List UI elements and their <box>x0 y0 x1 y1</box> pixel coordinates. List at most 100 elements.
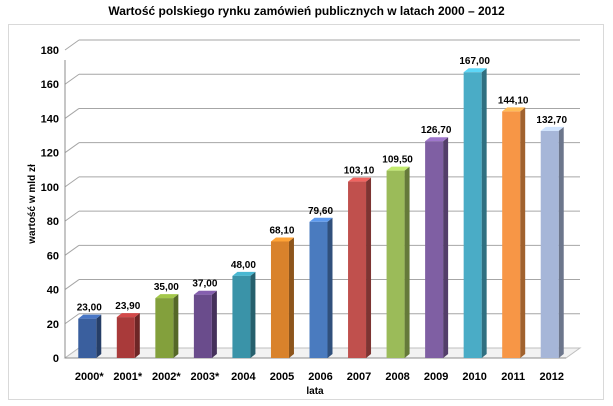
bar <box>348 177 372 358</box>
bar-top <box>502 107 526 112</box>
bar-front <box>386 170 405 358</box>
gridline-depth <box>64 39 80 51</box>
bar-top <box>193 290 217 295</box>
bar-front <box>155 298 174 358</box>
bar <box>502 107 526 358</box>
data-label: 103,10 <box>344 166 375 177</box>
bar-front <box>463 72 482 358</box>
bar-side <box>366 177 372 358</box>
x-tick-label: 2002* <box>152 371 181 383</box>
data-label: 167,00 <box>459 56 490 67</box>
bar <box>309 217 333 358</box>
data-label: 144,10 <box>498 95 529 106</box>
gridline-depth <box>64 279 80 290</box>
gridline-depth <box>64 244 80 256</box>
bar-side <box>327 217 333 358</box>
y-tick-label: 40 <box>47 285 59 297</box>
data-label: 37,00 <box>192 279 217 290</box>
chart-title: Wartość polskiego rynku zamówień publicz… <box>108 4 505 18</box>
bar <box>425 137 449 358</box>
bar-front <box>540 130 559 358</box>
data-label: 68,10 <box>269 225 294 236</box>
gridline-depth <box>64 108 80 119</box>
bar-side <box>520 107 526 358</box>
bar-side <box>558 126 564 359</box>
data-label: 132,70 <box>536 115 567 126</box>
bar-front <box>348 181 367 358</box>
y-tick-label: 120 <box>41 148 59 160</box>
chart-frame <box>8 24 604 400</box>
gridline-depth <box>64 176 80 188</box>
bar-top <box>155 294 179 299</box>
bar <box>116 313 140 358</box>
bar <box>270 237 294 358</box>
y-tick-label: 20 <box>47 319 59 331</box>
bar-side <box>134 313 140 358</box>
bar-side <box>404 166 410 358</box>
bar <box>386 166 410 358</box>
y-tick-label: 180 <box>41 45 59 57</box>
bar-front <box>270 241 289 358</box>
x-tick-label: 2006 <box>308 371 332 383</box>
x-tick-label: 2000* <box>75 371 104 383</box>
data-label: 23,90 <box>115 301 140 312</box>
tick-labels: 0 20 40 60 80 100 120 140 160 180 2000* 2001* 2002* 2… <box>41 45 564 383</box>
bar-side <box>443 137 449 358</box>
gridline-depth <box>64 73 80 85</box>
data-label: 35,00 <box>154 282 179 293</box>
bar-front <box>232 275 251 358</box>
x-tick-label: 2010 <box>462 371 486 383</box>
bar-side <box>211 290 217 358</box>
y-tick-label: 80 <box>47 216 59 228</box>
bar <box>193 290 217 358</box>
y-axis-label: wartość w mld zł <box>27 164 38 245</box>
bar-top <box>348 177 372 182</box>
bar-front <box>502 111 521 358</box>
bar-side <box>96 314 102 358</box>
bar <box>463 68 487 358</box>
gridline-depth <box>64 210 80 222</box>
data-label: 79,60 <box>308 206 333 217</box>
bar-top <box>232 271 256 276</box>
bar <box>155 294 179 358</box>
bar-front <box>309 221 328 358</box>
x-tick-label: 2005 <box>270 371 294 383</box>
bar-side <box>288 237 294 358</box>
y-tick-label: 160 <box>41 79 59 91</box>
bar-top <box>270 237 294 242</box>
x-tick-label: 2012 <box>539 371 563 383</box>
gridline-depth <box>64 313 80 325</box>
bar <box>78 314 102 358</box>
bar-top <box>425 137 449 142</box>
data-labels: 23,00 23,90 35,00 37,00 48,00 68,10 79,60 103,1… <box>77 56 568 313</box>
bar-front <box>193 294 212 358</box>
y-tick-label: 140 <box>41 113 59 125</box>
bar-side <box>481 68 487 358</box>
bar <box>232 271 256 358</box>
bar-side <box>173 294 179 358</box>
bar <box>540 126 564 359</box>
x-tick-label: 2008 <box>385 371 409 383</box>
y-tick-label: 100 <box>41 182 59 194</box>
bar-top <box>309 217 333 222</box>
data-label: 23,00 <box>77 303 102 314</box>
bar-front <box>78 318 97 358</box>
data-label: 109,50 <box>382 155 413 166</box>
x-tick-label: 2001* <box>113 371 142 383</box>
gridline-depth <box>64 142 80 154</box>
x-axis-label: lata <box>306 386 324 397</box>
x-tick-label: 2004 <box>231 371 256 383</box>
x-tick-label: 2003* <box>191 371 220 383</box>
y-tick-label: 60 <box>47 250 59 262</box>
data-label: 48,00 <box>231 260 256 271</box>
bar-top <box>540 126 564 131</box>
bar-top <box>386 166 410 171</box>
bar-side <box>250 271 256 358</box>
data-label: 126,70 <box>421 125 452 136</box>
bar-front <box>116 317 135 358</box>
bar-front <box>425 141 444 358</box>
x-tick-label: 2009 <box>424 371 448 383</box>
bar-top <box>463 68 487 73</box>
bars <box>78 68 564 359</box>
